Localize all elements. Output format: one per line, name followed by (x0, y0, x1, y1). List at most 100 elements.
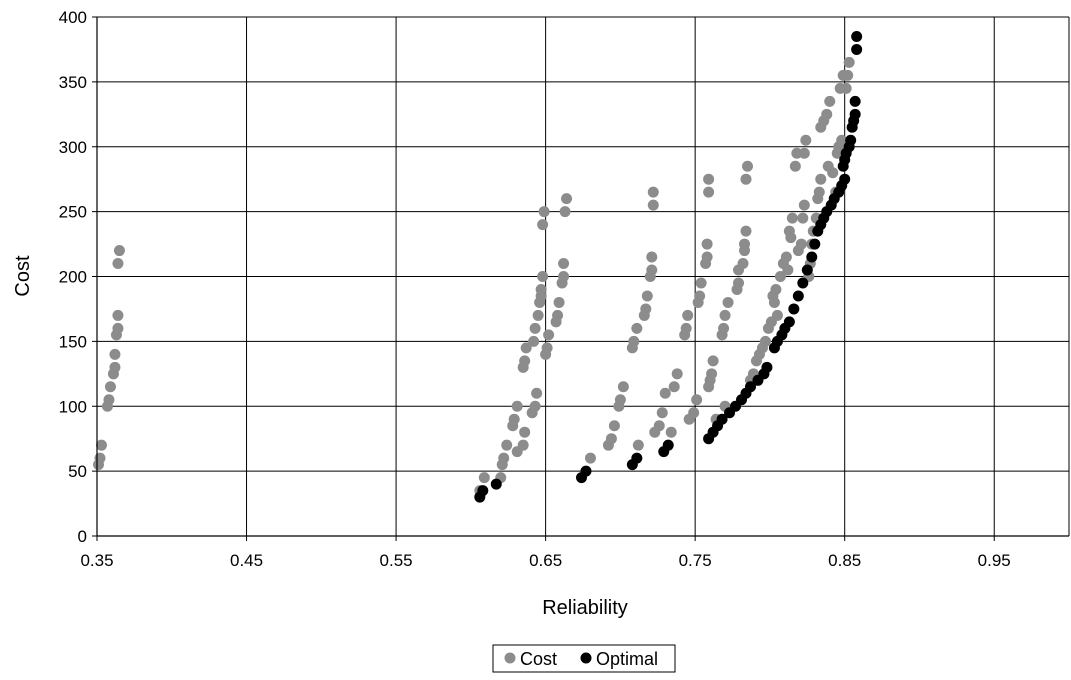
cost-point (771, 309, 783, 321)
cost-point (94, 452, 106, 464)
cost-point (740, 173, 752, 185)
cost-point (641, 290, 653, 302)
x-tick-label: 0.65 (529, 551, 562, 570)
cost-point (671, 368, 683, 380)
cost-point (543, 329, 555, 341)
cost-point (843, 56, 855, 68)
cost-point (739, 238, 751, 250)
cost-point (528, 335, 540, 347)
cost-point (532, 309, 544, 321)
x-tick-label: 0.75 (679, 551, 712, 570)
cost-point (737, 258, 749, 270)
cost-point (647, 199, 659, 211)
cost-point (561, 193, 573, 205)
cost-point (537, 219, 549, 231)
cost-point (520, 342, 532, 354)
cost-point (707, 355, 719, 367)
optimal-point (851, 43, 863, 55)
cost-point (113, 245, 125, 257)
optimal-point (801, 264, 813, 276)
optimal-point (662, 439, 674, 451)
cost-point (498, 452, 510, 464)
cost-point (813, 186, 825, 198)
optimal-point (849, 95, 861, 107)
optimal-point (839, 173, 851, 185)
y-tick-label: 400 (59, 8, 87, 27)
cost-point (821, 108, 833, 120)
cost-point (508, 413, 520, 425)
cost-point (617, 381, 629, 393)
optimal-point (849, 108, 861, 120)
optimal-point (788, 303, 800, 315)
cost-point (800, 134, 812, 146)
optimal-point (851, 30, 863, 42)
legend: Cost Optimal (492, 644, 676, 673)
cost-point (795, 238, 807, 250)
cost-point (682, 309, 694, 321)
cost-point (782, 264, 794, 276)
cost-point (836, 134, 848, 146)
optimal-point (806, 251, 818, 263)
cost-point (559, 206, 571, 218)
cost-point (824, 95, 836, 107)
cost-point (842, 69, 854, 81)
cost-point (719, 309, 731, 321)
cost-point (688, 407, 700, 419)
cost-point (653, 420, 665, 432)
cost-point (628, 335, 640, 347)
cost-point (656, 407, 668, 419)
cost-point (701, 251, 713, 263)
optimal-point (797, 277, 809, 289)
cost-point (511, 400, 523, 412)
legend-label-cost: Cost (520, 649, 557, 669)
cost-point (605, 433, 617, 445)
gridlines (96, 16, 1070, 537)
x-tick-label: 0.45 (230, 551, 263, 570)
cost-point (519, 426, 531, 438)
cost-point (104, 381, 116, 393)
cost-point (95, 439, 107, 451)
optimal-point (580, 465, 592, 477)
cost-point (722, 296, 734, 308)
cost-point (584, 452, 596, 464)
y-axis-title: Cost (12, 255, 34, 297)
x-axis-title: Reliability (542, 597, 628, 619)
cost-point (840, 82, 852, 94)
data-points (92, 30, 863, 503)
x-tick-label: 0.95 (978, 551, 1011, 570)
optimal-point (783, 316, 795, 328)
cost-point (112, 322, 124, 334)
cost-point (538, 206, 550, 218)
y-tick-label: 0 (78, 527, 87, 546)
cost-point (701, 238, 713, 250)
cost-point (665, 426, 677, 438)
cost-point (706, 368, 718, 380)
cost-point (780, 251, 792, 263)
x-tick-label: 0.85 (828, 551, 861, 570)
cost-point (797, 212, 809, 224)
cost-point (531, 387, 543, 399)
cost-point (112, 309, 124, 321)
y-tick-label: 300 (59, 138, 87, 157)
cost-point (614, 394, 626, 406)
cost-point (529, 400, 541, 412)
y-tick-label: 100 (59, 397, 87, 416)
cost-point (786, 212, 798, 224)
legend-marker-optimal (580, 652, 592, 664)
optimal-point (845, 134, 857, 146)
cost-point (646, 251, 658, 263)
y-tick-label: 350 (59, 73, 87, 92)
cost-point (691, 394, 703, 406)
cost-point (770, 283, 782, 295)
cost-point (703, 173, 715, 185)
cost-point (668, 381, 680, 393)
cost-point (552, 309, 564, 321)
cost-point (529, 322, 541, 334)
cost-point (695, 277, 707, 289)
axes: 0 50 100 150 200 250 300 350 400 0.35 0.45 0.55 0.65… (59, 8, 1069, 570)
y-tick-label: 150 (59, 332, 87, 351)
legend-marker-cost (504, 652, 516, 664)
optimal-point (744, 381, 756, 393)
cost-point (783, 225, 795, 237)
